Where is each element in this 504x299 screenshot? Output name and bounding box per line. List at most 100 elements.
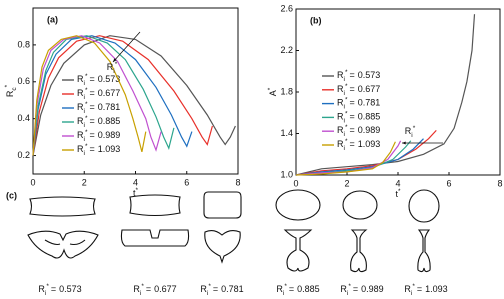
- x-tick-label: 0: [293, 178, 298, 188]
- y-tick-label: 1.8: [280, 86, 293, 96]
- legend-sep: =: [89, 102, 94, 112]
- x-tick-label: 8: [235, 177, 240, 187]
- annotation: Ri*: [405, 125, 416, 139]
- y-tick-label: 0.2: [17, 150, 30, 160]
- legend-value: 0.677: [98, 88, 121, 98]
- text-base: R: [77, 130, 84, 140]
- legend-value: 0.989: [361, 284, 384, 294]
- shape: [204, 229, 241, 264]
- text-sub: i: [344, 117, 345, 124]
- legend-sep: =: [146, 284, 151, 294]
- shape: [120, 229, 190, 247]
- legend-label: Ri* = 0.885: [276, 283, 319, 297]
- legend-sep: =: [89, 144, 94, 154]
- legend-label: Ri* = 0.677: [77, 87, 120, 101]
- shape: [275, 189, 321, 221]
- panel-label: (c): [6, 190, 17, 200]
- series-line: [295, 14, 476, 176]
- text-base: t: [133, 188, 136, 198]
- legend-label: Ri* = 0.677: [133, 283, 176, 297]
- x-tick-label: 6: [184, 177, 189, 187]
- text-sup: *: [85, 101, 88, 108]
- text-base: R: [337, 112, 344, 122]
- legend-sep: =: [349, 84, 354, 94]
- legend-sep: =: [213, 284, 218, 294]
- text-sup: *: [4, 84, 11, 87]
- text-base: R: [337, 98, 344, 108]
- text-sup: *: [345, 96, 348, 103]
- legend-label: Ri* = 0.573: [77, 73, 120, 87]
- legend-label: Ri* = 1.093: [404, 283, 447, 297]
- legend-value: 0.885: [98, 116, 121, 126]
- text-sub: i: [84, 80, 85, 87]
- x-tick-label: 2: [344, 178, 349, 188]
- text-base: R: [5, 90, 15, 97]
- shape: [283, 229, 313, 272]
- legend-sep: =: [89, 88, 94, 98]
- text-sup: *: [115, 61, 118, 68]
- series-line: [32, 35, 213, 156]
- legend-value: 0.677: [358, 84, 381, 94]
- text-sub: i: [45, 290, 46, 297]
- text-base: R: [340, 284, 347, 294]
- legend-sep: =: [349, 139, 354, 149]
- text-base: R: [200, 284, 207, 294]
- legend-sep: =: [417, 284, 422, 294]
- y-tick-label: 0.6: [17, 76, 30, 86]
- legend-value: 1.093: [98, 144, 121, 154]
- legend-value: 0.989: [358, 126, 381, 136]
- legend-value: 0.573: [98, 74, 121, 84]
- legend-label: Ri* = 0.781: [200, 283, 243, 297]
- text-sub: i: [411, 290, 412, 297]
- series-line: [32, 35, 147, 156]
- shape: [350, 229, 368, 273]
- panel-label: (b): [310, 15, 322, 25]
- text-sub: i: [113, 68, 114, 75]
- legend-label: Ri* = 0.989: [340, 283, 383, 297]
- text-sub: i: [207, 290, 208, 297]
- series-line: [32, 35, 236, 156]
- series-line: [32, 35, 162, 156]
- legend-sep: =: [289, 284, 294, 294]
- legend-label: Ri* = 0.781: [77, 101, 120, 115]
- legend-sep: =: [353, 284, 358, 294]
- legend-label: Ri* = 1.093: [77, 143, 120, 157]
- text-sup: *: [348, 283, 351, 290]
- text-sub: i: [344, 103, 345, 110]
- text-sup: *: [85, 73, 88, 80]
- text-sub: i: [344, 90, 345, 97]
- legend-sep: =: [349, 98, 354, 108]
- legend-value: 0.677: [154, 284, 177, 294]
- text-base: R: [77, 102, 84, 112]
- text-base: R: [337, 139, 344, 149]
- legend-label: Ri* = 0.781: [337, 96, 380, 110]
- legend-label: Ri* = 0.677: [337, 83, 380, 97]
- text-base: R: [133, 284, 140, 294]
- series-line: [295, 141, 396, 176]
- annotation-arrow: [112, 31, 141, 63]
- text-sup: *: [345, 124, 348, 131]
- legend-label: Ri* = 0.885: [77, 115, 120, 129]
- annotation: Ri*: [107, 61, 118, 75]
- legend-value: 0.573: [358, 70, 381, 80]
- text-sub: i: [411, 132, 412, 139]
- legend-label: Ri* = 0.885: [337, 110, 380, 124]
- text-sup: *: [345, 110, 348, 117]
- x-tick-label: 4: [133, 177, 138, 187]
- text-sup: *: [413, 125, 416, 132]
- y-axis-label: A*: [267, 87, 279, 96]
- text-base: R: [337, 84, 344, 94]
- legend-value: 0.885: [297, 284, 320, 294]
- x-axis-label: t*: [395, 188, 401, 200]
- legend-sep: =: [349, 126, 354, 136]
- text-base: R: [77, 144, 84, 154]
- y-tick-label: 0.4: [17, 113, 30, 123]
- legend-sep: =: [349, 70, 354, 80]
- text-sup: *: [345, 138, 348, 145]
- text-sup: *: [412, 283, 415, 290]
- text-sub: i: [283, 290, 284, 297]
- text-base: R: [337, 70, 344, 80]
- text-sup: *: [284, 283, 287, 290]
- text-base: R: [405, 126, 412, 136]
- x-tick-label: 6: [446, 178, 451, 188]
